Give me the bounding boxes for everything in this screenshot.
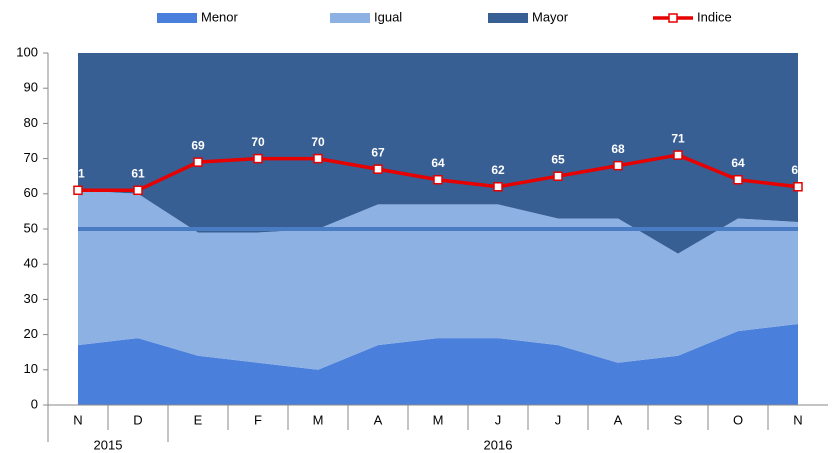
x-tick-label: F (254, 412, 262, 427)
value-label: 69 (191, 138, 205, 152)
area (78, 190, 798, 370)
marker (373, 164, 383, 174)
x-tick-label: J (555, 412, 562, 427)
legend-label: Menor (201, 9, 239, 24)
value-label: 64 (731, 156, 745, 170)
y-tick-label: 20 (24, 326, 38, 341)
marker (253, 153, 263, 164)
marker (733, 174, 743, 185)
y-tick-label: 40 (24, 256, 38, 271)
legend-marker (668, 13, 678, 23)
value-label: 71 (671, 131, 685, 145)
legend-label: Indice (697, 9, 732, 24)
x-tick-label: M (433, 412, 444, 427)
x-tick-label: E (194, 412, 203, 427)
marker (673, 150, 683, 160)
marker (793, 182, 803, 192)
x-tick-label: N (73, 412, 82, 427)
marker (313, 153, 323, 164)
marker (613, 160, 623, 171)
legend-swatch (157, 13, 197, 23)
x-tick-label: M (313, 412, 324, 427)
x-tick-label: D (133, 412, 142, 427)
value-label: 62 (491, 163, 505, 177)
marker (553, 171, 563, 181)
marker (73, 185, 83, 196)
value-label: 70 (311, 135, 325, 149)
y-tick-label: 60 (24, 185, 38, 200)
legend-label: Mayor (532, 9, 569, 24)
x-tick-label: A (614, 412, 623, 427)
legend-label: Igual (374, 9, 402, 24)
area (78, 53, 798, 254)
value-label: 61 (131, 166, 145, 180)
y-tick-label: 50 (24, 220, 38, 235)
y-tick-label: 70 (24, 150, 38, 165)
x-tick-label: N (793, 412, 802, 427)
y-tick-label: 90 (24, 80, 38, 95)
x-tick-label: S (674, 412, 683, 427)
value-label: 65 (551, 152, 565, 166)
value-label: 67 (371, 145, 385, 159)
y-tick-label: 0 (31, 396, 38, 411)
x-tick-label: A (374, 412, 383, 427)
value-label: 68 (611, 142, 625, 156)
y-tick-label: 10 (24, 361, 38, 376)
y-tick-label: 30 (24, 291, 38, 306)
legend-swatch (488, 13, 528, 23)
x-tick-label: O (733, 412, 743, 427)
x-group-label: 2015 (94, 437, 123, 452)
value-label: 70 (251, 135, 265, 149)
area (78, 324, 798, 405)
marker (433, 174, 443, 185)
y-tick-label: 100 (16, 44, 38, 59)
marker (493, 182, 503, 192)
value-label: 64 (431, 156, 445, 170)
marker (133, 185, 143, 196)
value-label: 62 (791, 163, 805, 177)
legend-swatch (330, 13, 370, 23)
marker (193, 157, 203, 167)
y-tick-label: 80 (24, 115, 38, 130)
value-label: 61 (71, 166, 85, 180)
x-tick-label: J (495, 412, 502, 427)
x-group-label: 2016 (484, 437, 513, 452)
